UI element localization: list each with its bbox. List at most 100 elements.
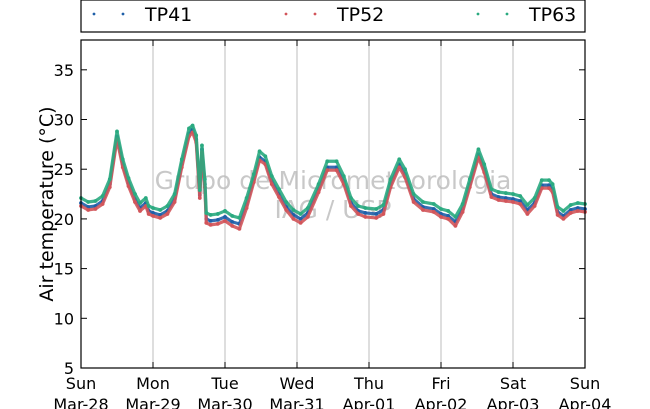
y-tick-label: 15 (54, 260, 74, 279)
plot-frame (80, 39, 586, 369)
y-tick-label: 5 (64, 359, 74, 378)
x-tick-label-day: Mon (136, 374, 170, 393)
y-tick-label: 25 (54, 160, 74, 179)
data-point (305, 215, 310, 219)
data-point (298, 220, 303, 225)
data-point (172, 200, 177, 204)
data-point (146, 212, 151, 216)
data-point (431, 207, 436, 211)
data-point (197, 188, 202, 192)
data-point (568, 208, 573, 212)
data-point (568, 203, 573, 207)
data-point (550, 182, 555, 187)
data-point (237, 216, 242, 220)
y-tick-label: 20 (54, 210, 74, 229)
data-point (496, 198, 501, 202)
data-point (496, 190, 501, 194)
data-point (356, 212, 361, 216)
data-point (511, 197, 515, 201)
legend-marker (121, 12, 125, 16)
x-tick-label-date: Apr-03 (487, 395, 540, 409)
data-point (204, 211, 209, 215)
data-point (503, 191, 508, 195)
data-point (165, 212, 170, 216)
data-point (200, 143, 204, 148)
data-point (374, 212, 379, 216)
data-point (325, 159, 330, 164)
data-point (269, 174, 274, 179)
data-point (86, 208, 91, 212)
legend: TP41 TP52 TP63 (80, 0, 586, 33)
data-point (446, 209, 451, 213)
data-point (374, 216, 379, 220)
data-point (349, 196, 353, 200)
legend-marker (92, 12, 96, 16)
data-point (284, 200, 289, 204)
y-tick-label: 30 (54, 111, 74, 130)
data-point (215, 221, 220, 226)
x-tick-label-day: Tue (210, 374, 238, 393)
x-tick-label-date: Apr-01 (343, 395, 396, 409)
data-point (100, 194, 105, 198)
data-point (397, 157, 402, 162)
data-point (489, 187, 494, 191)
data-point (120, 157, 125, 162)
data-point (511, 200, 515, 204)
data-point (561, 209, 566, 213)
data-point (341, 174, 346, 179)
data-point (334, 168, 339, 173)
data-point (431, 202, 436, 206)
series-layer (79, 123, 587, 231)
data-point (194, 133, 199, 138)
data-point (237, 226, 242, 231)
data-point (263, 154, 268, 159)
data-point (421, 200, 425, 204)
data-point (547, 186, 551, 190)
data-point (374, 207, 379, 211)
data-point (403, 167, 407, 172)
data-point (204, 220, 209, 225)
data-point (575, 206, 580, 210)
data-point (431, 210, 436, 214)
data-point (244, 196, 249, 200)
data-point (446, 214, 451, 218)
data-point (453, 223, 458, 228)
data-point (411, 200, 416, 204)
data-point (165, 204, 170, 208)
y-tick-label: 35 (54, 61, 74, 80)
data-point (555, 213, 560, 217)
data-point (277, 195, 281, 199)
data-point (133, 200, 137, 204)
data-point (482, 162, 487, 167)
legend-item-tp52: TP52 (284, 4, 384, 26)
data-point (316, 190, 321, 194)
data-point (363, 215, 368, 219)
data-point (305, 206, 310, 210)
legend-marker (284, 12, 288, 16)
x-tick-label-date: Mar-29 (125, 395, 180, 409)
data-point (525, 203, 530, 207)
x-tick-label-day: Fri (431, 374, 450, 393)
data-point (561, 217, 566, 221)
data-point (349, 204, 353, 208)
data-point (298, 212, 303, 216)
legend-label: TP41 (144, 4, 192, 26)
data-point (223, 215, 227, 219)
data-point (518, 202, 523, 206)
data-point (158, 208, 163, 212)
data-point (460, 210, 465, 214)
legend-marker (476, 12, 480, 16)
data-point (316, 182, 321, 187)
legend-box (80, 0, 586, 33)
data-point (151, 206, 155, 210)
data-point (86, 200, 91, 204)
data-point (251, 172, 256, 177)
data-point (298, 217, 303, 221)
x-tick-label-day: Sat (500, 374, 526, 393)
data-point (126, 176, 131, 181)
legend-label: TP63 (528, 4, 576, 26)
data-point (215, 212, 220, 216)
legend-label: TP52 (336, 4, 384, 26)
data-point (284, 208, 289, 212)
data-point (439, 215, 443, 219)
